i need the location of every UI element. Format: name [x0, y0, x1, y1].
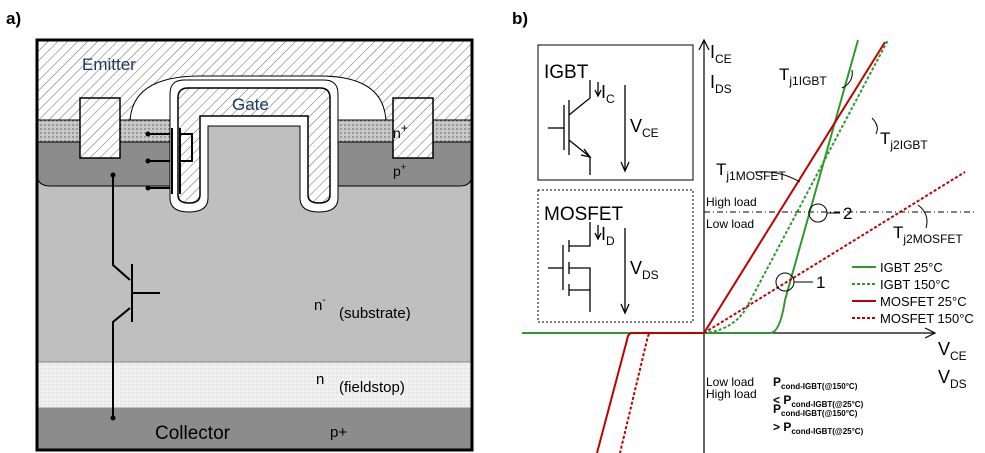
- sub: j2IGBT: [889, 138, 928, 152]
- panel-label: b): [512, 9, 528, 28]
- axis-label: VCE: [938, 339, 967, 363]
- curve: [704, 39, 859, 334]
- region-label: p+: [393, 162, 406, 179]
- base: I: [710, 72, 715, 92]
- gate-label: Gate: [232, 95, 269, 114]
- base: V: [630, 258, 642, 278]
- sub: j1IGBT: [788, 74, 827, 88]
- emitter-contact: [392, 97, 434, 159]
- sub: cond-IGBT(@150°C): [781, 409, 858, 418]
- axis-label: ICE: [710, 42, 732, 66]
- curve: [619, 171, 966, 453]
- base: I: [601, 82, 606, 102]
- sub: cond-IGBT(@150°C): [781, 382, 858, 391]
- base: T: [893, 223, 903, 242]
- curve-label: Tj1IGBT: [779, 65, 827, 88]
- base: < P: [773, 393, 791, 407]
- inset-label: IC: [601, 82, 615, 106]
- sup: +: [401, 162, 406, 172]
- sub: cond-IGBT(@25°C): [791, 400, 863, 409]
- axis-label: VDS: [938, 367, 967, 391]
- curve-label: Tj2MOSFET: [893, 223, 963, 246]
- curve-label: Tj1MOSFET: [716, 160, 786, 183]
- inset-title: MOSFET: [544, 204, 624, 225]
- note-line: Pcond-IGBT(@150°C): [773, 375, 858, 391]
- sub: j1MOSFET: [725, 169, 786, 183]
- base: T: [779, 65, 789, 84]
- base: I: [601, 224, 606, 244]
- gate-poly: [177, 87, 331, 204]
- sup: +: [401, 121, 408, 135]
- region-label: n-: [314, 295, 326, 314]
- note-line: Pcond-IGBT(@150°C): [773, 402, 858, 418]
- axis-label: IDS: [710, 72, 732, 96]
- base: P: [773, 402, 781, 416]
- note-line: > Pcond-IGBT(@25°C): [773, 420, 864, 436]
- legend: IGBT 25°C IGBT 150°C MOSFET 25°C MOSFET 150…: [852, 260, 974, 326]
- curve: [596, 41, 886, 453]
- base: V: [938, 339, 950, 359]
- annotation-marks: [754, 69, 928, 292]
- base: V: [630, 116, 642, 136]
- collector-layer: [37, 408, 472, 450]
- legend-label: IGBT 25°C: [880, 260, 943, 275]
- inset-label: ID: [601, 224, 615, 248]
- base: T: [716, 160, 726, 179]
- sub: CE: [642, 126, 659, 140]
- sub: C: [606, 92, 615, 106]
- emitter-label: Emitter: [82, 55, 136, 74]
- region-label: (substrate): [339, 305, 411, 322]
- load-label: High load: [706, 195, 757, 209]
- curve: [703, 39, 889, 334]
- inset-title: IGBT: [544, 62, 589, 83]
- legend-label: MOSFET 150°C: [880, 311, 974, 326]
- base: V: [938, 367, 950, 387]
- load-label: Low load: [706, 217, 754, 231]
- sub: CE: [715, 52, 732, 66]
- emitter-contact: [79, 97, 121, 159]
- mosfet-inset: [537, 189, 694, 323]
- base: P: [773, 375, 781, 389]
- curves: [522, 39, 966, 453]
- base: > P: [773, 420, 791, 434]
- point-label: 1: [816, 273, 825, 292]
- base: I: [710, 42, 715, 62]
- note-title: Low load: [706, 375, 754, 389]
- region-label: n: [316, 371, 324, 388]
- region-label: (fieldstop): [339, 379, 405, 396]
- sub: DS: [950, 377, 967, 391]
- note-title: High load: [706, 387, 757, 401]
- inset-symbols: [548, 80, 630, 315]
- legend-label: MOSFET 25°C: [880, 294, 967, 309]
- base: p: [393, 163, 401, 179]
- base: T: [880, 129, 890, 148]
- region-label: Collector: [155, 423, 231, 444]
- circuit: [112, 128, 193, 418]
- inset-label: VCE: [630, 116, 659, 140]
- base: n: [393, 125, 401, 141]
- body-region: [200, 118, 308, 208]
- sup: -: [322, 295, 325, 306]
- legend-label: IGBT 150°C: [880, 277, 950, 292]
- cross-section: [35, 38, 474, 452]
- sub: CE: [950, 349, 967, 363]
- base: n: [314, 297, 322, 314]
- circuit-nodes: [110, 131, 151, 421]
- curve-label: Tj2IGBT: [880, 129, 928, 152]
- point-label: 2: [843, 204, 852, 223]
- sub: DS: [642, 268, 659, 282]
- sub: DS: [715, 82, 732, 96]
- outline: [35, 38, 474, 452]
- note-line: < Pcond-IGBT(@25°C): [773, 393, 864, 409]
- panel-label: a): [6, 9, 21, 28]
- inset-label: VDS: [630, 258, 659, 282]
- sub: cond-IGBT(@25°C): [791, 427, 863, 436]
- sub: D: [606, 234, 615, 248]
- region-label: p+: [330, 424, 347, 441]
- region-label: n+: [393, 121, 408, 141]
- fieldstop-layer: [36, 361, 473, 409]
- sub: j2MOSFET: [902, 232, 963, 246]
